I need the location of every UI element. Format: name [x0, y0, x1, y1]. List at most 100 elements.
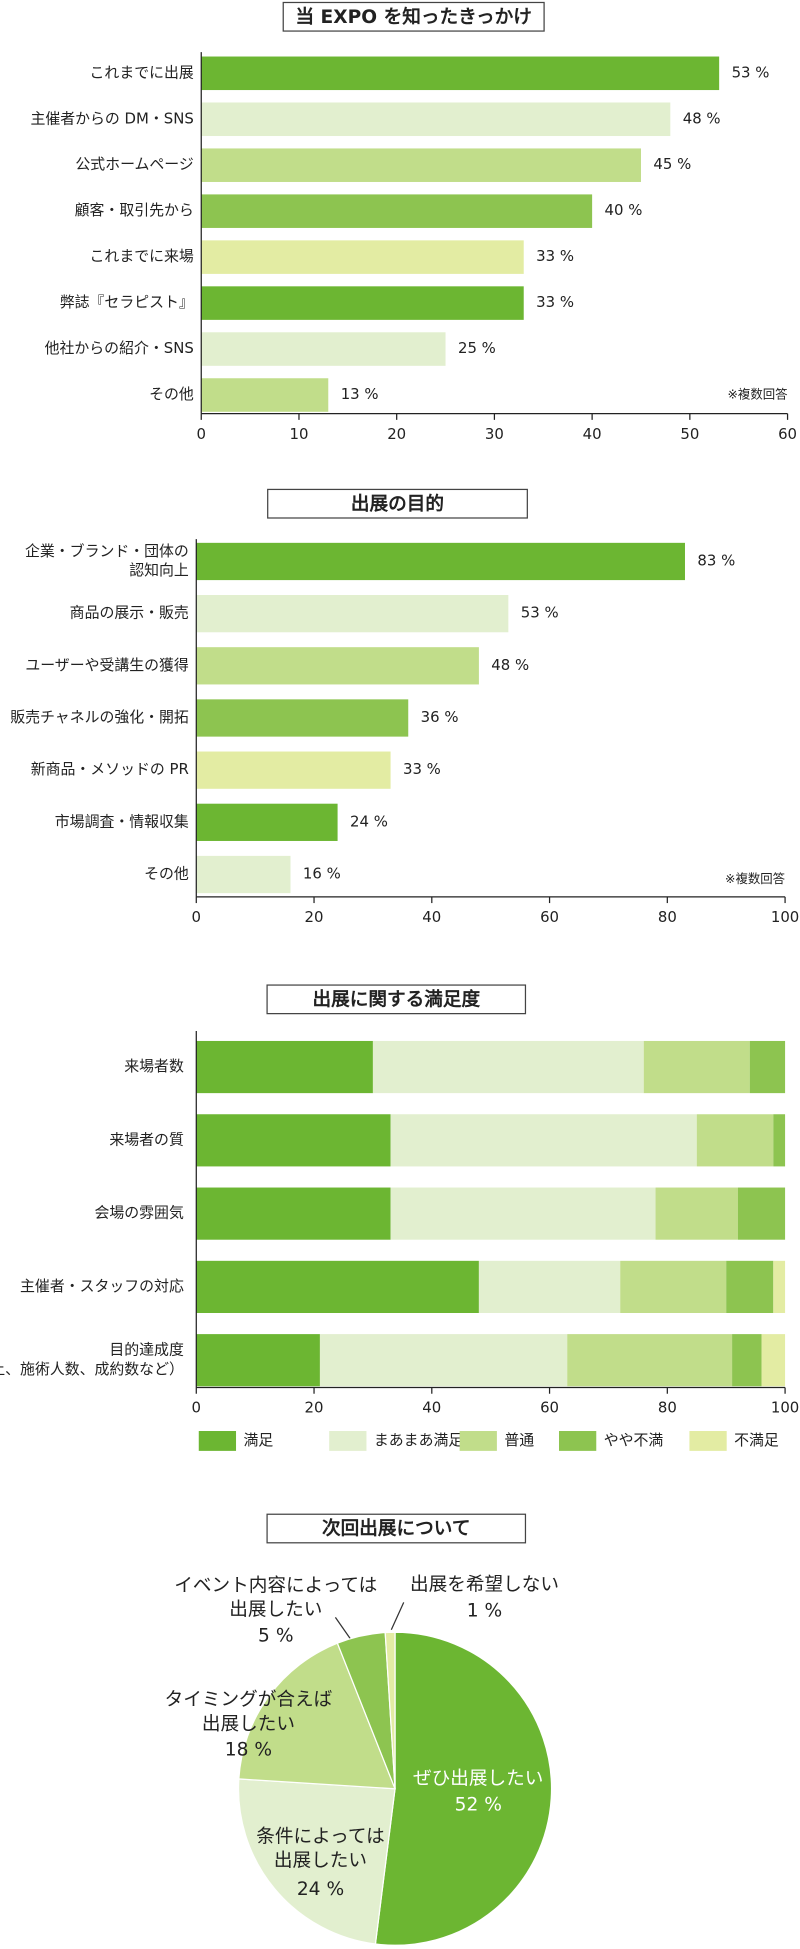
- bar: [201, 332, 446, 366]
- bar: [196, 595, 509, 633]
- value-label: 33 %: [536, 293, 574, 311]
- x-tick-label: 80: [658, 1399, 677, 1417]
- bar: [201, 148, 641, 182]
- x-tick-label: 20: [305, 908, 324, 926]
- bar-segment: [196, 1334, 320, 1387]
- value-label: 33 %: [403, 760, 441, 778]
- slice-label: イベント内容によっては出展したい: [174, 1575, 377, 1620]
- bar: [196, 751, 391, 789]
- category-label: その他: [149, 385, 194, 403]
- category-label: 来場者数: [124, 1057, 184, 1075]
- chart-title: 出展の目的: [351, 493, 444, 515]
- note: ※複数回答: [728, 387, 789, 402]
- value-label: 13 %: [341, 385, 379, 403]
- slice-label: 出展を希望しない: [410, 1575, 559, 1596]
- title-box: [266, 1513, 527, 1544]
- bar: [196, 647, 479, 685]
- category-label: 主催者からの DM・SNS: [30, 109, 193, 127]
- x-tick-label: 0: [192, 908, 201, 926]
- slice-value: 18 %: [225, 1740, 272, 1761]
- bar-segment: [732, 1334, 762, 1387]
- bar-segment: [319, 1334, 568, 1387]
- bar-segment: [749, 1040, 786, 1094]
- x-tick-label: 100: [771, 1399, 799, 1417]
- category-label: ユーザーや受講生の獲得: [25, 656, 189, 674]
- category-label: 企業・ブランド・団体の認知向上: [25, 542, 189, 579]
- bar: [196, 542, 685, 581]
- x-tick-label: 40: [422, 1399, 441, 1417]
- slice-label: ぜひ出展したい: [413, 1768, 543, 1789]
- x-tick-label: 60: [540, 908, 559, 926]
- title-box: [266, 984, 527, 1015]
- category-label: これまでに来場: [90, 247, 194, 265]
- bar-segment: [196, 1040, 373, 1094]
- slice-value: 24 %: [297, 1879, 344, 1900]
- legend-swatch: [329, 1431, 367, 1451]
- x-tick-label: 50: [680, 425, 699, 443]
- note: ※複数回答: [725, 871, 786, 886]
- bar: [201, 286, 524, 320]
- x-tick-label: 10: [289, 425, 308, 443]
- category-label: 来場者の質: [109, 1130, 184, 1148]
- bar: [201, 194, 593, 228]
- category-label: 主催者・スタッフの対応: [20, 1277, 184, 1295]
- legend-label: やや不満: [604, 1431, 664, 1449]
- value-label: 53 %: [521, 604, 559, 622]
- category-label: 会場の雰囲気: [94, 1204, 183, 1222]
- legend-swatch: [459, 1431, 497, 1451]
- value-label: 48 %: [491, 656, 529, 674]
- x-tick-label: 20: [305, 1399, 324, 1417]
- bar: [196, 855, 291, 894]
- slice-label: 条件によっては出展したい: [256, 1826, 385, 1871]
- value-label: 40 %: [605, 201, 643, 219]
- value-label: 33 %: [536, 247, 574, 265]
- bar-segment: [478, 1260, 621, 1313]
- bar-segment: [196, 1114, 391, 1167]
- value-label: 45 %: [653, 155, 691, 173]
- pie-slice: [384, 1631, 396, 1789]
- bar-segment: [390, 1187, 656, 1240]
- pie-slice: [238, 1642, 396, 1790]
- x-tick-label: 100: [771, 908, 799, 926]
- legend-swatch: [559, 1431, 597, 1451]
- title-box: [267, 488, 528, 519]
- legend-label: まあまあ満足: [374, 1431, 463, 1449]
- slice-value: 52 %: [455, 1794, 502, 1815]
- slice-label: タイミングが合えば出展したい: [165, 1689, 333, 1734]
- bar-segment: [773, 1114, 786, 1167]
- legend-label: 普通: [504, 1431, 534, 1449]
- bar-segment: [773, 1260, 786, 1313]
- value-label: 48 %: [683, 109, 721, 127]
- pie-slice: [374, 1631, 553, 1946]
- category-label: その他: [144, 865, 189, 883]
- pointer-line: [390, 1602, 405, 1631]
- category-label: 新商品・メソッドの PR: [31, 760, 189, 778]
- chart-title: 当 EXPO を知ったきっかけ: [295, 6, 531, 28]
- bar-segment: [726, 1260, 774, 1313]
- bar-segment: [620, 1260, 727, 1313]
- bar-segment: [196, 1187, 391, 1240]
- bar-segment: [696, 1114, 774, 1167]
- category-label: 販売チャネルの強化・開拓: [10, 708, 189, 726]
- chart-title: 次回出展について: [322, 1518, 470, 1540]
- legend-label: 満足: [243, 1431, 273, 1449]
- bar: [201, 240, 524, 274]
- legend-swatch: [198, 1431, 237, 1451]
- value-label: 25 %: [458, 339, 496, 357]
- x-tick-label: 0: [197, 425, 206, 443]
- category-label: 公式ホームページ: [75, 155, 193, 173]
- slice-value: 1 %: [467, 1601, 502, 1622]
- bar-segment: [643, 1040, 750, 1094]
- bar: [201, 102, 671, 137]
- bar-segment: [737, 1187, 786, 1240]
- x-tick-label: 80: [658, 908, 677, 926]
- bar-segment: [196, 1260, 479, 1313]
- bar-segment: [567, 1334, 733, 1387]
- category-label: 顧客・取引先から: [75, 201, 194, 219]
- legend-label: 不満足: [734, 1431, 779, 1449]
- x-tick-label: 40: [583, 425, 602, 443]
- category-label: 弊誌『セラピスト』: [60, 293, 194, 311]
- category-label: 目的達成度（売上、施術人数、成約数など）: [0, 1341, 184, 1378]
